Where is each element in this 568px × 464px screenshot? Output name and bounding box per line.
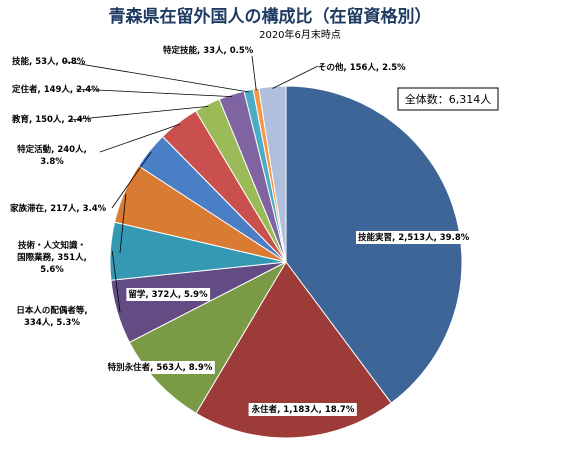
leader-line	[111, 151, 152, 209]
slice-label-box	[356, 231, 472, 244]
slice-label: 技能実習, 2,513人, 39.8%	[358, 232, 470, 243]
slice-label-box	[126, 288, 211, 301]
leader-line	[69, 106, 209, 121]
slice-label: 留学, 372人, 5.9%	[128, 289, 208, 300]
slice-label: 特定技能, 33人, 0.5%	[163, 45, 254, 56]
slice-label: 特別永住者, 563人, 8.9%	[108, 362, 213, 373]
pie-slice	[258, 85, 287, 263]
slice-label: 家族滞在, 217人, 3.4%	[10, 203, 107, 214]
chart-title: 青森県在留外国人の構成比（在留資格別）	[109, 6, 432, 27]
slice-label-box	[248, 403, 357, 416]
slice-label: 技術・人文知識・国際業務, 351人, 5.6%	[17, 240, 87, 275]
total-box: 全体数：6,314人	[397, 87, 499, 111]
leader-line	[251, 55, 257, 91]
chart-subtitle: 2020年6月末時点	[259, 28, 341, 41]
leader-line	[111, 251, 121, 313]
slice-label-box	[105, 361, 215, 374]
slice-label: 永住者, 1,183人, 18.7%	[251, 404, 355, 415]
pie-slice	[128, 260, 288, 414]
slice-label: その他, 156人, 2.5%	[318, 62, 406, 73]
slice-label: 技能, 53人, 0.8%	[12, 56, 86, 67]
leader-line	[119, 193, 127, 254]
total-box-frame	[397, 87, 499, 111]
total-label: 全体数：6,314人	[405, 92, 492, 106]
slice-label: 日本人の配偶者等, 334人, 5.3%	[16, 305, 87, 328]
leader-line	[99, 123, 180, 153]
slice-label: 定住者, 149人, 2.4%	[11, 84, 100, 95]
leader-line	[272, 65, 319, 89]
slice-label: 教育, 150人, 2.4%	[11, 114, 92, 125]
leader-line	[75, 88, 233, 97]
slice-label: 特定活動, 240人, 3.8%	[17, 144, 87, 167]
pie-slice	[285, 85, 463, 404]
pie-slice	[195, 261, 392, 439]
leader-line	[61, 60, 250, 93]
